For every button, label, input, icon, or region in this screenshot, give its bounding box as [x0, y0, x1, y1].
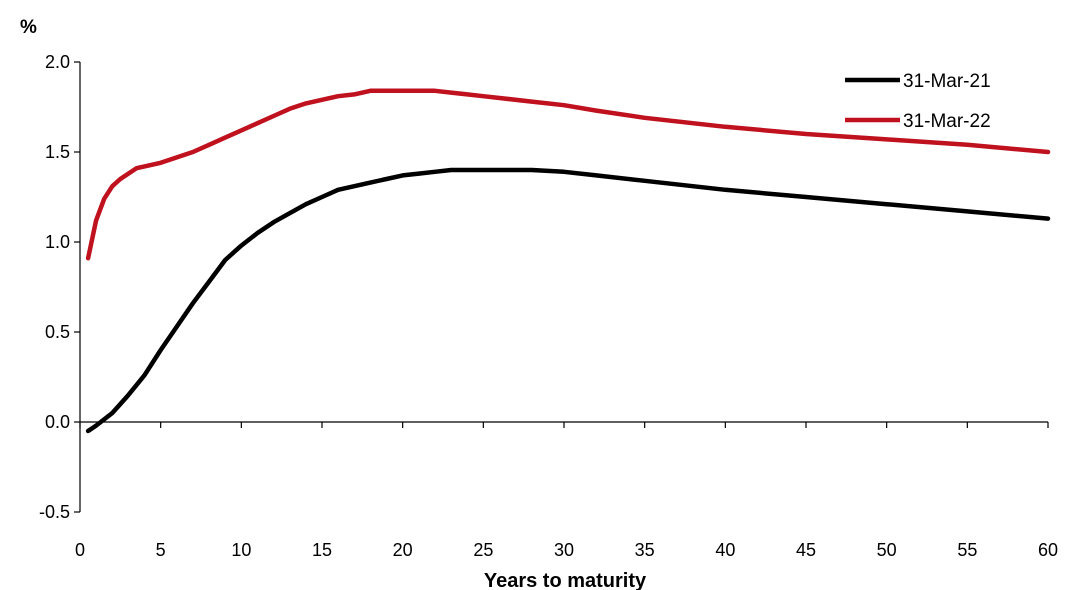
y-tick-label: 0.5 [45, 322, 70, 342]
y-tick-label: 1.5 [45, 142, 70, 162]
x-tick-label: 45 [796, 540, 816, 560]
x-tick-label: 50 [877, 540, 897, 560]
y-unit-label: % [20, 17, 37, 38]
legend-label: 31-Mar-22 [903, 111, 991, 132]
x-tick-label: 60 [1038, 540, 1058, 560]
x-tick-label: 55 [957, 540, 977, 560]
y-axis-ticks: -0.5 0.0 0.5 1.0 1.5 2.0 [39, 52, 80, 522]
x-tick-label: 15 [312, 540, 332, 560]
x-tick-label: 20 [393, 540, 413, 560]
y-tick-label: 1.0 [45, 232, 70, 252]
series-line-2 [85, 88, 1051, 261]
x-tick-label: 5 [156, 540, 166, 560]
legend-label: 31-Mar-21 [903, 71, 991, 92]
x-tick-label: 30 [554, 540, 574, 560]
x-tick-label: 10 [231, 540, 251, 560]
y-tick-label: 2.0 [45, 52, 70, 72]
series-line-1 [85, 167, 1051, 434]
x-tick-label: 25 [473, 540, 493, 560]
legend: 31-Mar-21 31-Mar-22 [845, 71, 991, 132]
x-tick-label: 0 [75, 540, 85, 560]
series-lines [85, 88, 1051, 434]
y-tick-label: -0.5 [39, 502, 70, 522]
axes [79, 62, 1048, 512]
y-tick-label: 0.0 [45, 412, 70, 432]
x-tick-label: 40 [715, 540, 735, 560]
x-tick-label: 35 [635, 540, 655, 560]
x-axis-title: Years to maturity [484, 570, 647, 590]
x-axis-ticks: 0 5 10 15 20 25 30 35 40 45 50 55 60 [75, 422, 1058, 560]
